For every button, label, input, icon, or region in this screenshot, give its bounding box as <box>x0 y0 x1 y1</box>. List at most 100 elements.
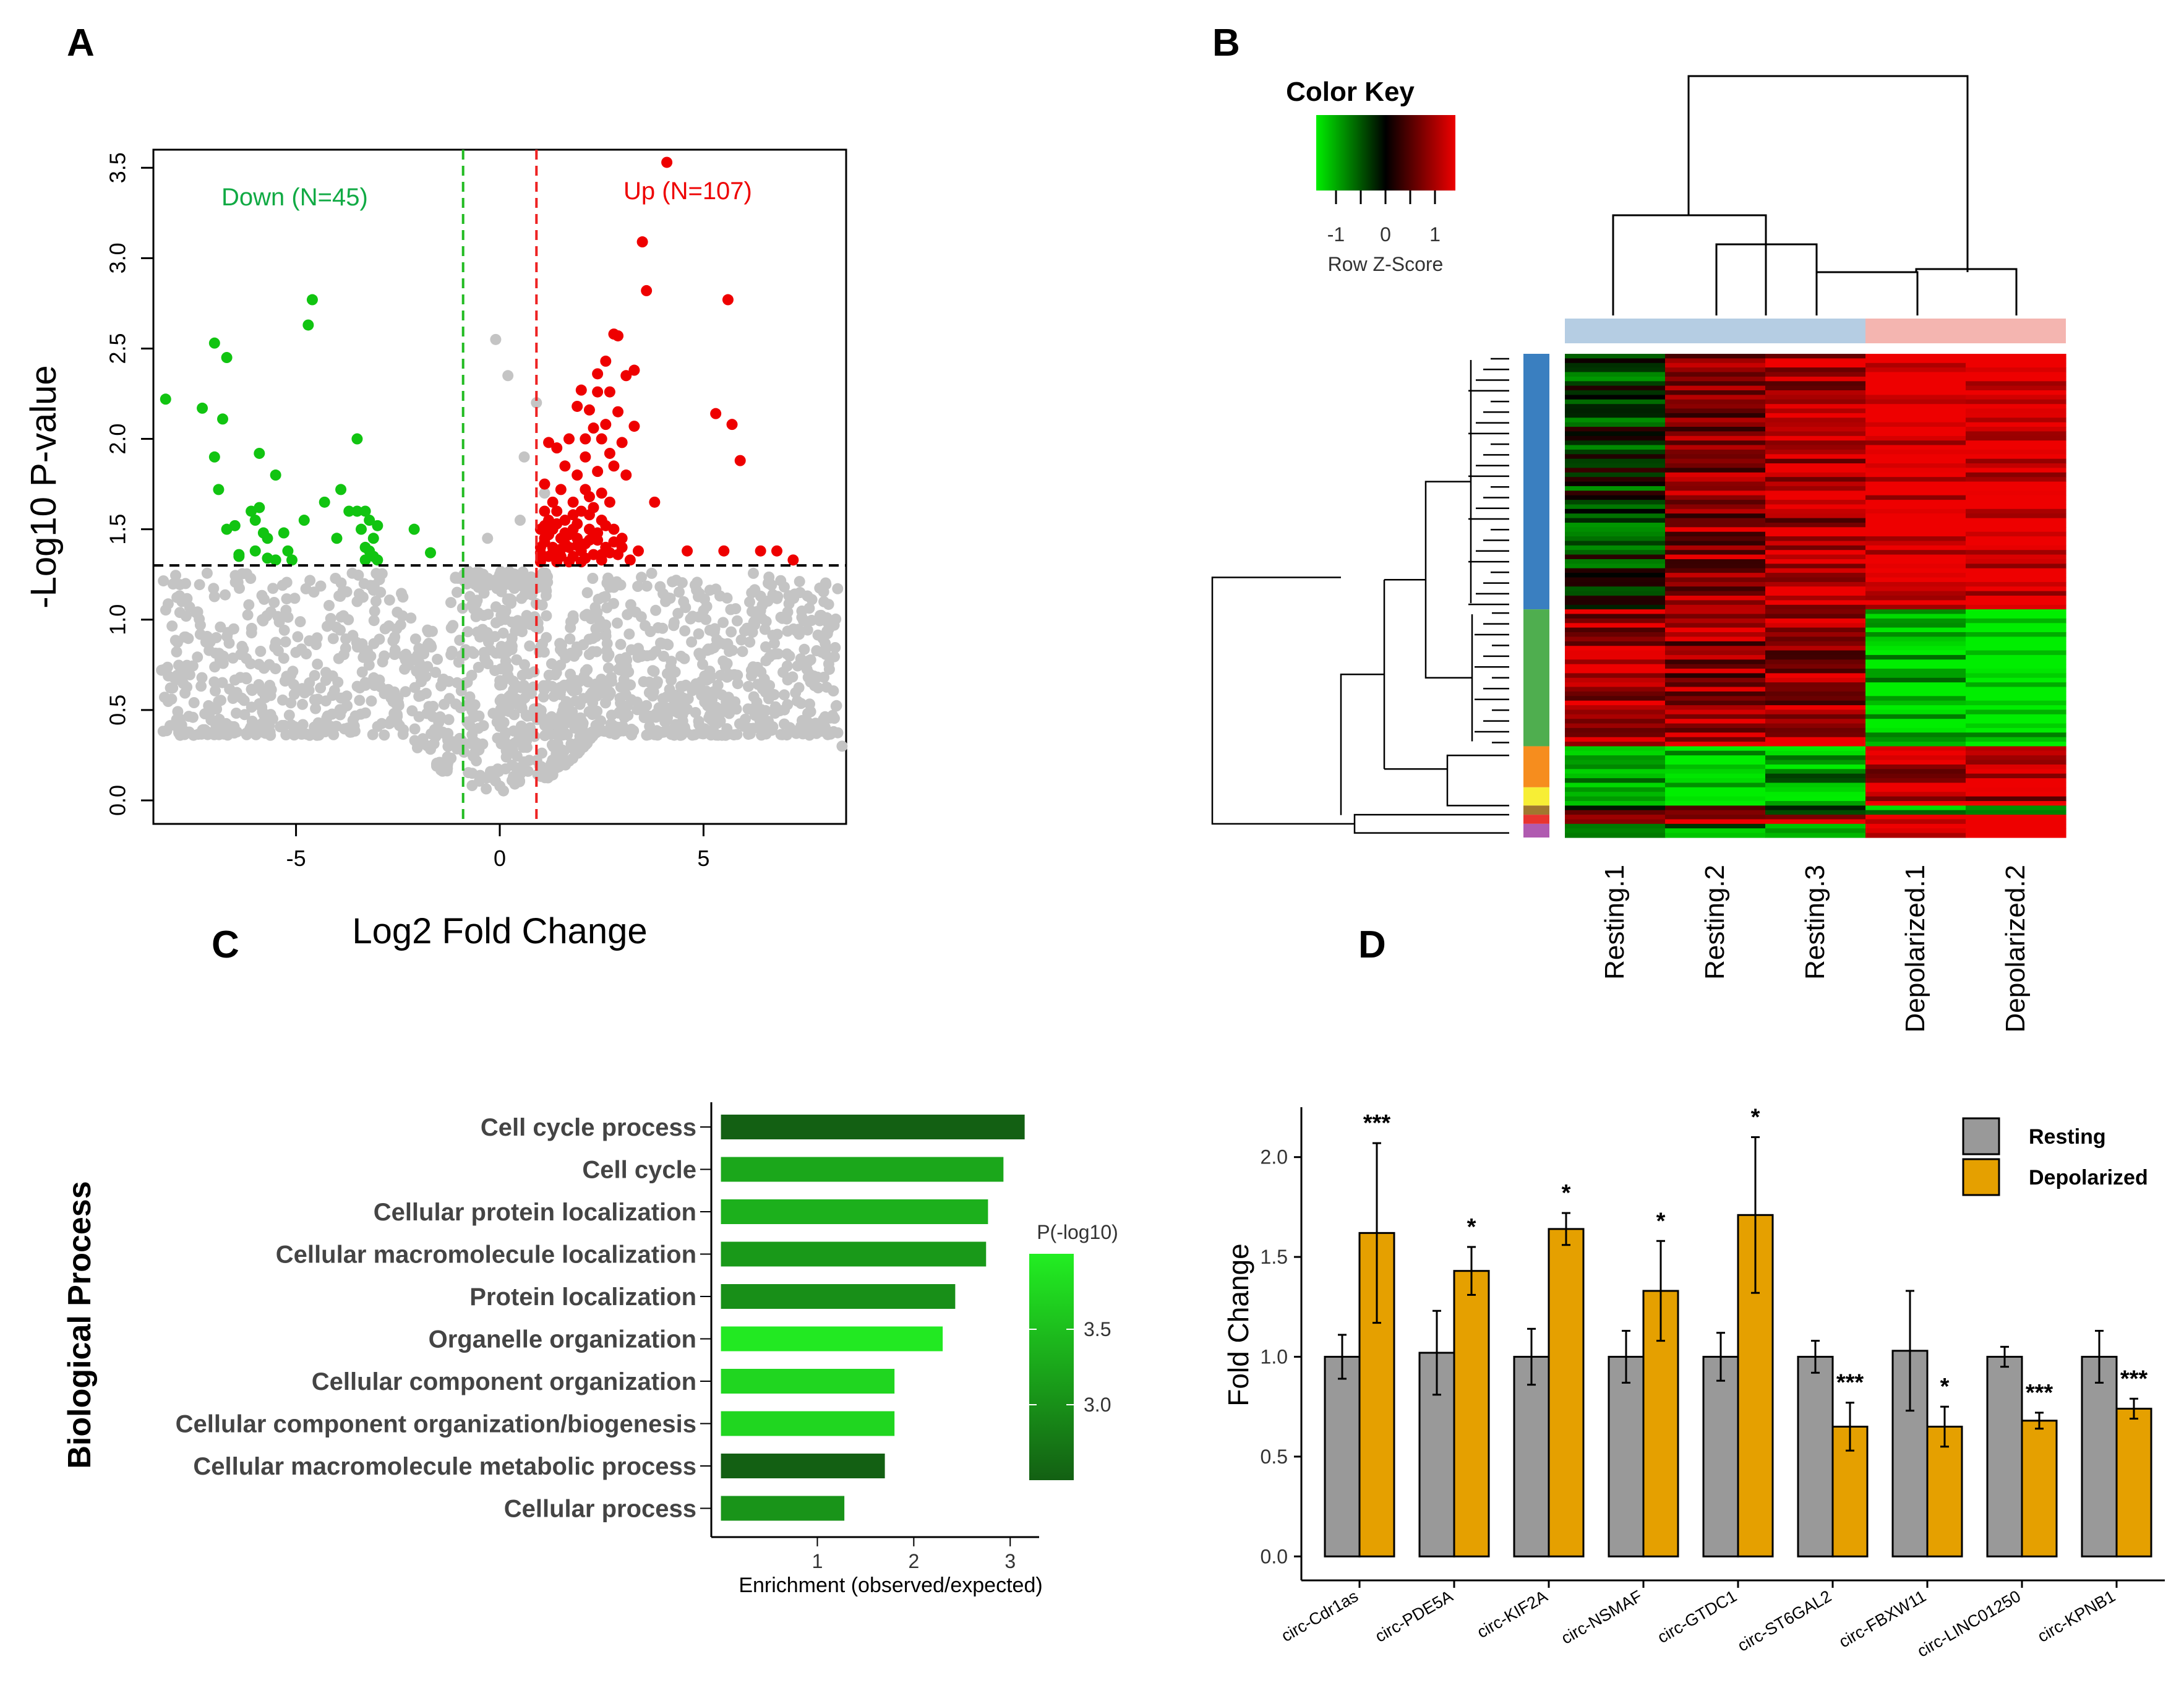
heatmap-cell <box>1665 577 1766 583</box>
heatmap-cell <box>1865 427 1966 432</box>
heatmap-cell <box>1865 376 1966 382</box>
up-point <box>620 370 632 382</box>
ns-point <box>644 626 656 637</box>
ns-point <box>267 583 279 594</box>
ns-point <box>767 630 779 641</box>
heatmap-cell <box>1765 742 1866 747</box>
ns-point <box>211 703 223 715</box>
heatmap-cell <box>1865 481 1966 487</box>
ns-point <box>406 653 418 665</box>
ns-point <box>174 607 186 619</box>
ns-point <box>564 633 576 645</box>
ns-point <box>282 611 294 623</box>
heatmap-cell <box>1565 577 1666 583</box>
ns-point <box>479 653 490 664</box>
ns-point <box>201 567 213 579</box>
heatmap-cell <box>1565 687 1666 692</box>
heatmap-cell <box>1966 418 2066 423</box>
heatmap-cell <box>1966 413 2066 418</box>
ns-point <box>363 659 375 671</box>
heatmap-cell <box>1865 445 1966 450</box>
heatmap-cell <box>1865 573 1966 578</box>
heatmap-cell <box>1665 554 1766 560</box>
heatmap-cell <box>1966 760 2066 765</box>
up-point <box>600 520 612 531</box>
ns-point <box>518 451 530 463</box>
ns-point <box>167 578 179 590</box>
heatmap-cell <box>1765 719 1866 724</box>
heatmap-cell <box>1865 468 1966 473</box>
ns-point <box>281 576 293 588</box>
ns-point <box>743 680 754 692</box>
heatmap-cell <box>1765 468 1866 473</box>
ns-point <box>781 648 793 660</box>
ns-point <box>272 645 284 657</box>
significance-marker: *** <box>1363 1110 1391 1136</box>
heatmap-cell <box>1865 677 1966 683</box>
heatmap-cell <box>1765 454 1866 460</box>
up-point <box>580 552 591 564</box>
ns-point <box>714 669 726 681</box>
color-key-gradient <box>1316 115 1455 191</box>
heatmap-cell <box>1765 508 1866 514</box>
heatmap-cell <box>1565 362 1666 368</box>
enrichment-category-label: Cellular component organization/biogenes… <box>176 1411 696 1438</box>
ns-point <box>685 613 696 625</box>
heatmap-cell <box>1665 454 1766 460</box>
heatmap-cell <box>1966 381 2066 387</box>
ns-point <box>711 638 723 650</box>
ns-point <box>689 579 701 591</box>
heatmap-cell <box>1765 531 1866 537</box>
ns-point <box>521 735 533 747</box>
heatmap-cell <box>1565 609 1666 615</box>
heatmap-cell <box>1765 755 1866 761</box>
ns-point <box>279 675 291 687</box>
ns-point <box>711 701 722 713</box>
heatmap-cell <box>1665 627 1766 633</box>
ns-point <box>434 756 445 768</box>
ns-point <box>320 695 332 707</box>
ns-point <box>583 633 595 645</box>
heatmap-cell <box>1565 458 1666 464</box>
row-cluster-6 <box>1523 815 1549 824</box>
heatmap-cell <box>1565 586 1666 592</box>
ns-point <box>232 576 244 588</box>
ns-point <box>816 646 828 658</box>
heatmap-cell <box>1665 581 1766 587</box>
y-tick-label: 1.5 <box>1261 1246 1288 1268</box>
heatmap-cell <box>1765 372 1866 377</box>
heatmap-cell <box>1865 435 1966 441</box>
heatmap-cell <box>1865 559 1966 564</box>
ns-point <box>241 729 252 740</box>
heatmap-cell <box>1565 705 1666 711</box>
ns-point <box>606 672 617 683</box>
ns-point <box>367 729 379 740</box>
up-point <box>710 408 722 419</box>
ns-point <box>434 727 446 739</box>
up-point <box>612 330 624 341</box>
heatmap-cell <box>1665 550 1766 555</box>
heatmap-cell <box>1765 801 1866 806</box>
ns-point <box>657 622 669 634</box>
ns-point <box>641 580 653 592</box>
up-point <box>771 545 782 557</box>
down-point <box>249 545 261 557</box>
heatmap-cell <box>1765 527 1866 533</box>
color-key-tick-1: 1 <box>1429 223 1441 246</box>
heatmap-cell <box>1565 828 1666 834</box>
enrichment-category-label: Cell cycle <box>582 1157 696 1184</box>
ns-point <box>199 708 211 719</box>
ns-point <box>509 737 521 749</box>
heatmap-cell <box>1565 627 1666 633</box>
heatmap-cell <box>1665 765 1766 769</box>
ns-point <box>466 646 477 658</box>
ns-point <box>724 669 735 680</box>
ns-point <box>304 635 315 646</box>
heatmap-cell <box>1966 659 2066 665</box>
heatmap-cell <box>1565 760 1666 765</box>
heatmap-cell <box>1865 600 1966 606</box>
ns-point <box>717 617 729 628</box>
ns-point <box>675 651 687 662</box>
heatmap-cell <box>1765 477 1866 482</box>
heatmap-cell <box>1966 581 2066 587</box>
